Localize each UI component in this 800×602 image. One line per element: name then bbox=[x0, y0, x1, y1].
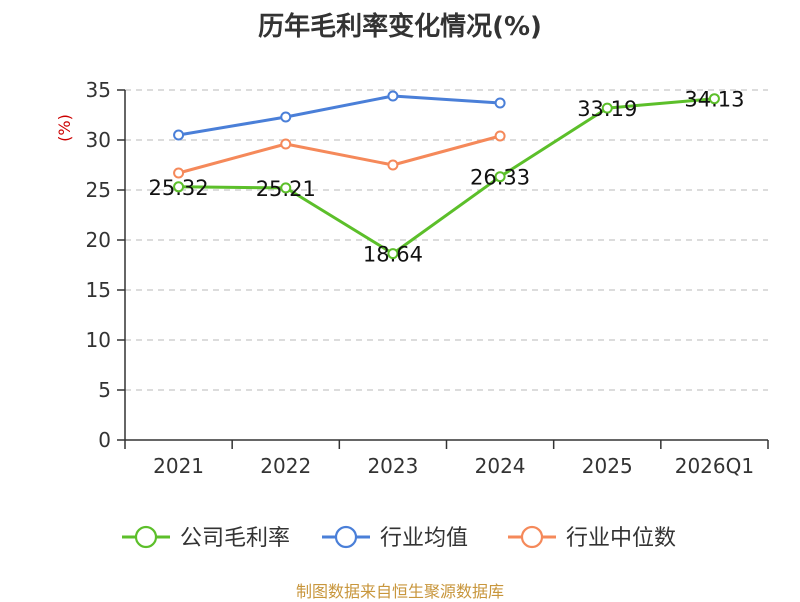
data-point bbox=[280, 138, 292, 150]
x-tick-label: 2021 bbox=[153, 454, 204, 478]
y-tick-label: 35 bbox=[86, 78, 111, 102]
data-point bbox=[494, 171, 506, 183]
data-point bbox=[173, 181, 185, 193]
y-tick-label: 30 bbox=[86, 128, 111, 152]
legend-marker bbox=[334, 525, 358, 549]
data-point bbox=[280, 111, 292, 123]
data-point bbox=[387, 248, 399, 260]
y-tick-label: 5 bbox=[98, 378, 111, 402]
legend-label: 行业均值 bbox=[380, 526, 468, 551]
legend-label: 公司毛利率 bbox=[180, 526, 290, 551]
x-tick-label: 2025 bbox=[582, 454, 633, 478]
data-label: 25.32 bbox=[149, 176, 209, 200]
data-point bbox=[494, 130, 506, 142]
x-tick-label: 2023 bbox=[367, 454, 418, 478]
series-line bbox=[178, 94, 501, 137]
data-point bbox=[387, 90, 399, 102]
data-point bbox=[494, 97, 506, 109]
y-tick-label: 25 bbox=[86, 178, 111, 202]
y-tick-label: 10 bbox=[86, 328, 111, 352]
data-label: 26.33 bbox=[470, 166, 530, 190]
x-tick-label: 2022 bbox=[260, 454, 311, 478]
data-label: 18.64 bbox=[363, 243, 423, 267]
data-point bbox=[280, 182, 292, 194]
data-point bbox=[173, 167, 185, 179]
data-point bbox=[173, 129, 185, 141]
data-label: 33.19 bbox=[577, 97, 637, 121]
y-tick-label: 0 bbox=[98, 428, 111, 452]
data-source: 制图数据来自恒生聚源数据库 bbox=[295, 582, 504, 601]
y-axis-unit: (%) bbox=[55, 114, 74, 142]
data-point bbox=[708, 93, 720, 105]
y-tick-label: 20 bbox=[86, 228, 111, 252]
legend-marker bbox=[520, 525, 544, 549]
y-tick-label: 15 bbox=[86, 278, 111, 302]
series-line bbox=[178, 134, 501, 175]
data-label: 34.13 bbox=[684, 88, 744, 112]
x-tick-label: 2026Q1 bbox=[675, 454, 754, 478]
data-label: 25.21 bbox=[256, 177, 316, 201]
legend-label: 行业中位数 bbox=[566, 526, 676, 551]
legend-marker bbox=[134, 525, 158, 549]
data-point bbox=[601, 102, 613, 114]
data-point bbox=[387, 159, 399, 171]
x-tick-label: 2024 bbox=[475, 454, 526, 478]
series-line bbox=[178, 97, 715, 256]
chart-title: 历年毛利率变化情况(%) bbox=[258, 12, 542, 42]
